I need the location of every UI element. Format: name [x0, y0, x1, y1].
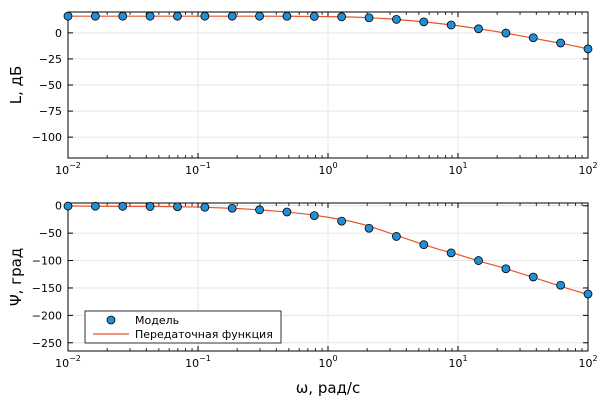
- data-point-model: [63, 11, 73, 21]
- data-point-model: [528, 272, 538, 282]
- y-tick-label: −250: [32, 337, 62, 350]
- x-tick-label: 100: [318, 354, 337, 370]
- y-tick-label: −25: [39, 53, 62, 66]
- y-axis-label: Ψ, град: [7, 248, 25, 306]
- y-tick-label: −100: [32, 131, 62, 144]
- data-point-model: [63, 201, 73, 211]
- x-tick-label: 10−2: [55, 161, 81, 177]
- legend-box: [84, 310, 282, 344]
- y-tick-label: −100: [32, 255, 62, 268]
- x-tick-label: 102: [578, 354, 597, 370]
- data-point-model: [419, 240, 429, 250]
- data-point-model: [227, 11, 237, 21]
- data-point-model: [282, 11, 292, 21]
- data-point-model: [392, 15, 401, 24]
- data-point-model: [556, 280, 566, 290]
- data-point-model: [282, 207, 292, 217]
- y-tick-label: −150: [32, 282, 62, 295]
- x-tick-label: 101: [448, 161, 467, 177]
- y-tick-label: 0: [55, 200, 62, 213]
- data-point-model: [255, 11, 264, 21]
- data-point-model: [118, 11, 128, 21]
- data-point-model: [419, 17, 429, 27]
- data-point-model: [200, 11, 210, 21]
- data-point-model: [474, 24, 483, 34]
- x-tick-label: 101: [448, 354, 467, 370]
- data-point-model: [528, 33, 538, 43]
- data-point-model: [446, 20, 456, 30]
- y-axis-label: L, дБ: [7, 66, 25, 105]
- panel-1: 10−2 10−1 100 101 102 0 −25 −50 −75 −100 L, дБ: [7, 11, 598, 177]
- data-point-model: [556, 38, 566, 48]
- panel-2: 10−2 10−1 100 101 102 0 −50 −100 −150 −200 −250 Ψ, …: [7, 200, 598, 397]
- data-point-model: [364, 223, 374, 233]
- data-point-model: [583, 44, 593, 54]
- x-tick-label: 10−1: [185, 161, 211, 177]
- legend-label: Модель: [135, 314, 179, 327]
- data-point-model: [501, 28, 511, 38]
- y-tick-label: −200: [32, 309, 62, 322]
- y-tick-label: −50: [39, 227, 62, 240]
- y-tick-label: 0: [55, 27, 62, 40]
- x-tick-label: 100: [318, 161, 337, 177]
- data-point-model: [309, 11, 319, 21]
- x-tick-label: 102: [578, 161, 597, 177]
- legend-marker-model: [106, 315, 116, 325]
- series-line-transfer-function: [68, 15, 588, 50]
- y-tick-label: −75: [39, 105, 62, 118]
- data-point-model: [583, 289, 593, 299]
- data-point-model: [118, 201, 128, 211]
- data-point-model: [173, 11, 182, 21]
- x-tick-label: 10−2: [55, 354, 81, 370]
- data-point-model: [501, 264, 511, 274]
- legend-label: Передаточная функция: [135, 328, 273, 341]
- data-point-model: [446, 248, 456, 258]
- data-point-model: [337, 216, 347, 226]
- data-point-model: [200, 202, 210, 212]
- x-tick-label: 10−1: [185, 354, 211, 370]
- y-tick-label: −50: [39, 79, 62, 92]
- x-axis-label: ω, рад/с: [296, 379, 360, 397]
- data-point-model: [392, 232, 401, 241]
- data-point-model: [309, 211, 319, 221]
- data-point-model: [90, 11, 100, 21]
- data-point-model: [145, 202, 155, 211]
- data-point-model: [255, 205, 264, 215]
- data-point-model: [364, 13, 374, 23]
- data-point-model: [337, 12, 347, 22]
- data-point-model: [227, 203, 237, 213]
- data-point-model: [474, 256, 483, 265]
- data-point-model: [173, 202, 182, 212]
- data-point-model: [90, 201, 100, 211]
- data-point-model: [145, 11, 155, 21]
